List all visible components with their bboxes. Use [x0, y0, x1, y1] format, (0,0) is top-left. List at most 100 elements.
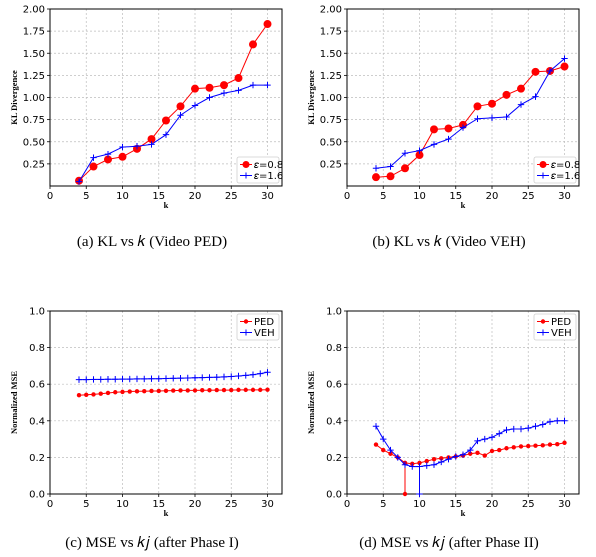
y-axis-title: KL Divergence [306, 70, 316, 125]
y-tick-label: 1.50 [23, 49, 45, 60]
data-point [438, 458, 445, 466]
panel-caption: (c) MSE vs 𝑘𝑗 (after Phase I) [65, 535, 239, 551]
data-point [445, 456, 452, 463]
x-tick-label: 10 [116, 191, 129, 202]
x-tick-label: 10 [116, 499, 129, 510]
y-tick-label: 0.50 [320, 137, 342, 148]
x-tick-label: 20 [486, 499, 499, 510]
x-tick-label: 15 [449, 191, 462, 202]
y-tick-label: 1.0 [29, 307, 45, 318]
y-tick-label: 2.00 [320, 5, 342, 16]
data-point [424, 458, 429, 464]
data-point [221, 387, 227, 393]
x-tick-label: 0 [344, 191, 350, 202]
y-axis-title: Normalized MSE [9, 371, 19, 434]
y-tick-label: 0.2 [29, 453, 45, 464]
data-point [104, 150, 112, 158]
data-point [242, 372, 249, 379]
data-point [177, 374, 184, 382]
data-point [220, 81, 228, 90]
data-point [200, 388, 205, 393]
legend-marker [540, 172, 546, 179]
data-point [547, 442, 553, 447]
legend: 𝜀=0.8𝜀=1.6 [533, 156, 580, 184]
chart-panel-2: 0 5 10 15 20 25 30 0.25 0.50 0.75 1.00 1.25 1.50 1.75… [306, 5, 580, 251]
y-tick-label: 0.2 [326, 453, 342, 464]
x-axis-title: k [164, 508, 169, 518]
x-tick-label: 15 [152, 499, 165, 510]
data-point [531, 67, 540, 76]
x-tick-label: 5 [83, 191, 89, 202]
data-point [474, 115, 481, 122]
y-tick-label: 0.4 [29, 416, 45, 427]
data-point [459, 124, 467, 131]
data-point [423, 462, 430, 469]
legend-label: PED [551, 317, 571, 328]
data-point [439, 456, 444, 461]
y-tick-label: 0.8 [29, 343, 45, 354]
x-tick-label: 0 [47, 191, 53, 202]
data-point [388, 451, 393, 456]
y-tick-label: 1.0 [326, 307, 342, 318]
data-point [386, 172, 395, 181]
data-point [503, 113, 510, 121]
x-tick-label: 0 [344, 499, 350, 510]
data-point [517, 84, 525, 93]
data-point [162, 375, 170, 382]
x-axis-title: k [461, 200, 466, 210]
data-point [236, 387, 241, 393]
y-axis-title: Normalized MSE [306, 371, 316, 434]
data-point [430, 141, 438, 148]
y-tick-label: 2.00 [23, 5, 45, 16]
y-tick-label: 1.25 [23, 71, 45, 82]
data-point [539, 421, 546, 428]
data-point [89, 162, 98, 171]
x-tick-label: 25 [522, 499, 535, 510]
data-point [192, 388, 198, 393]
data-point [502, 90, 511, 99]
data-point [228, 373, 235, 380]
y-tick-label: 0.6 [29, 380, 45, 391]
data-point [155, 375, 162, 382]
data-point [444, 124, 453, 133]
data-point [265, 387, 270, 392]
legend-marker [539, 161, 547, 168]
data-point [104, 155, 112, 164]
data-point [119, 143, 126, 151]
y-tick-label: 1.00 [23, 93, 45, 104]
legend-label: VEH [551, 328, 572, 339]
y-tick-label: 0.6 [326, 380, 342, 391]
data-point [75, 376, 83, 383]
data-point [264, 369, 271, 376]
x-axis-title: k [164, 200, 169, 210]
legend-marker [243, 172, 249, 179]
data-point [409, 463, 416, 470]
legend-label: 𝜀=0.8 [254, 160, 283, 171]
data-point [517, 425, 525, 433]
data-point [90, 376, 97, 383]
x-tick-label: 15 [449, 499, 462, 510]
data-point [250, 387, 256, 393]
data-point [148, 141, 155, 148]
data-point [141, 375, 148, 383]
legend-marker [540, 329, 546, 336]
legend-label: 𝜀=1.6 [254, 171, 283, 182]
legend-label: PED [254, 317, 274, 328]
data-point [546, 418, 554, 425]
data-point [147, 135, 156, 144]
data-point [213, 374, 220, 381]
data-point [176, 102, 185, 111]
data-point [380, 435, 387, 443]
data-point [560, 62, 569, 71]
x-tick-label: 25 [225, 191, 238, 202]
data-point [488, 114, 496, 122]
data-point [171, 388, 176, 393]
data-point [148, 375, 155, 382]
data-point [532, 423, 539, 430]
data-point [120, 389, 125, 395]
x-tick-label: 30 [558, 191, 571, 202]
panel-caption: (b) KL vs 𝑘 (Video VEH) [372, 234, 525, 250]
data-point [229, 387, 234, 393]
y-tick-label: 0.0 [29, 490, 45, 501]
